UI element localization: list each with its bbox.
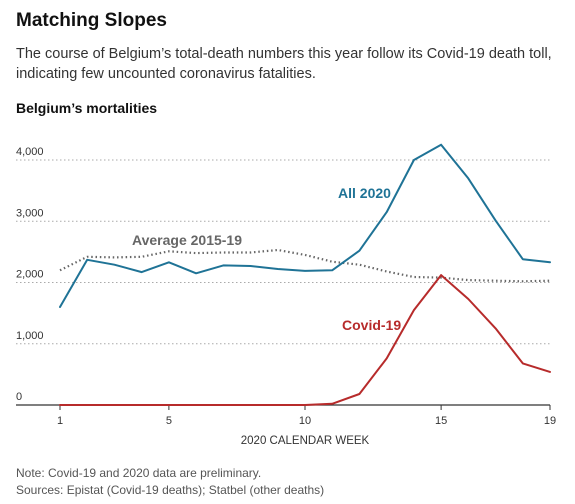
x-axis-label: 2020 CALENDAR WEEK	[241, 435, 370, 447]
y-tick-label: 0	[16, 391, 22, 403]
y-tick-label: 3,000	[16, 207, 44, 219]
page-title: Matching Slopes	[16, 10, 167, 31]
series-label: Average 2015-19	[132, 232, 242, 248]
grid-layer	[16, 159, 550, 406]
x-tick-label: 19	[544, 415, 556, 427]
series-label-layer: All 2020 Average 2015-19 Covid-19	[132, 185, 401, 333]
x-tick-label: 5	[166, 415, 172, 427]
series-label: Covid-19	[342, 317, 401, 333]
series-line-average-2015-19	[59, 248, 551, 283]
x-tick-label: 1	[57, 415, 63, 427]
series-label: All 2020	[338, 185, 391, 201]
series-layer	[59, 143, 551, 406]
chart-title: Belgium’s mortalities	[16, 100, 158, 116]
y-tick-label-layer: 0 1,000 2,000 3,000 4,000	[16, 146, 44, 403]
series-line-covid-19	[59, 274, 551, 406]
y-tick-label: 4,000	[16, 146, 44, 158]
y-tick-label: 1,000	[16, 330, 44, 342]
series-line-all-2020	[59, 143, 551, 308]
x-axis-layer: 1 5 10 15 19	[57, 405, 556, 427]
footnote: Note: Covid-19 and 2020 data are prelimi…	[16, 466, 262, 480]
x-tick-label: 15	[435, 415, 447, 427]
y-tick-label: 2,000	[16, 269, 44, 281]
x-tick-label: 10	[299, 415, 311, 427]
sources-text: Sources: Epistat (Covid-19 deaths); Stat…	[16, 483, 325, 497]
page-subtitle: The course of Belgium’s total-death numb…	[16, 46, 552, 82]
